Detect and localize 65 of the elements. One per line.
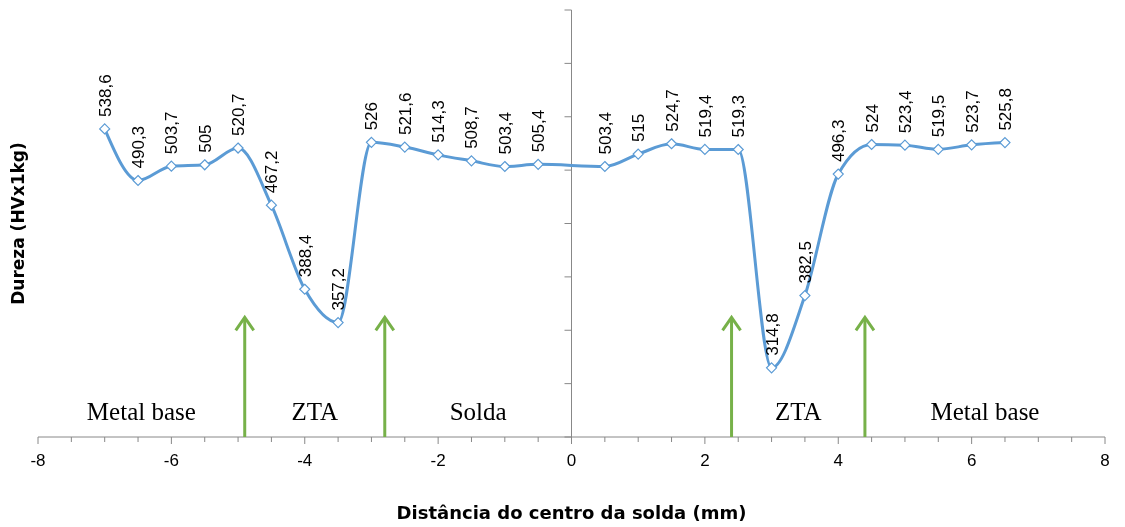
point (966, 139, 978, 151)
x-tick-label: 4 (833, 451, 843, 470)
data-label: 519,3 (729, 94, 749, 138)
point (465, 155, 478, 167)
point (832, 168, 844, 180)
data-label: 382,5 (795, 241, 815, 284)
annotation: Solda (449, 398, 507, 425)
annotation: ZTA (774, 398, 822, 425)
data-label: 519,5 (929, 94, 949, 138)
point (265, 199, 278, 211)
point (999, 136, 1011, 149)
point (165, 160, 177, 172)
data-label: 503,4 (595, 111, 615, 155)
point (332, 316, 344, 329)
data-label: 357,2 (329, 268, 349, 311)
data-label: 496,3 (829, 119, 849, 163)
x-tick-label: -2 (430, 451, 446, 470)
point (199, 159, 211, 171)
point (132, 174, 144, 187)
point (232, 142, 244, 154)
data-label: 314,8 (762, 313, 782, 356)
x-tick-label: 2 (700, 451, 710, 470)
x-tick-label: 6 (966, 451, 977, 470)
point (799, 289, 811, 302)
data-label: 514,3 (429, 100, 449, 143)
point (432, 149, 444, 161)
data-label: 524 (862, 104, 882, 133)
point (932, 143, 944, 155)
data-label: 524,7 (662, 89, 682, 132)
x-tick-label: -8 (30, 451, 46, 470)
data-label: 503,4 (495, 111, 515, 155)
annotation: Metal base (930, 398, 1040, 425)
point (632, 148, 644, 160)
annotation: ZTA (291, 398, 339, 425)
point (99, 123, 111, 135)
data-label: 503,7 (162, 111, 182, 155)
point (899, 139, 911, 151)
x-tick-label: 0 (566, 451, 577, 470)
data-label: 515 (629, 113, 649, 143)
x-tick-label: -4 (297, 451, 313, 470)
y-axis-title: Dureza (HVx1kg) (8, 142, 28, 305)
data-label: 490,3 (129, 125, 149, 169)
data-label: 520,7 (229, 93, 249, 137)
data-label: 519,4 (695, 94, 715, 138)
point (765, 362, 778, 374)
data-label: 538,6 (95, 74, 115, 117)
data-label: 388,4 (295, 234, 315, 278)
point (599, 160, 611, 173)
x-axis-title: Distância do centro da solda (mm) (396, 502, 747, 523)
point (299, 283, 311, 295)
data-label: 523,7 (962, 90, 982, 133)
data-label: 505 (195, 124, 215, 153)
data-label: 526 (362, 101, 382, 131)
annotation: Metal base (86, 398, 196, 425)
point (532, 158, 544, 170)
point (665, 138, 678, 150)
data-label: 521,6 (395, 92, 415, 136)
point (399, 141, 411, 153)
data-label: 467,2 (262, 150, 282, 194)
data-label: 505,4 (529, 109, 549, 153)
data-label: 525,8 (995, 88, 1015, 131)
data-label: 523,4 (895, 90, 915, 134)
x-tick-label: 8 (1100, 451, 1110, 470)
data-label: 508,7 (462, 106, 482, 149)
x-tick-label: -6 (163, 451, 179, 470)
